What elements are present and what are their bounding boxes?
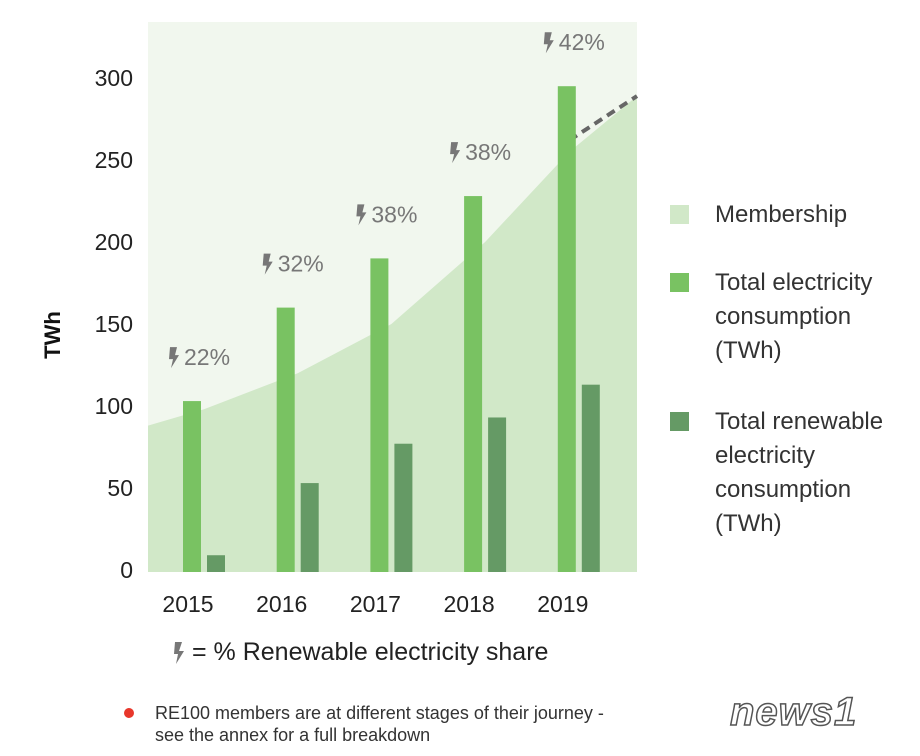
x-tick-label: 2019 xyxy=(537,591,588,617)
share-key-text: = % Renewable electricity share xyxy=(192,638,549,666)
share-label-text: 42% xyxy=(559,29,605,55)
lightning-icon xyxy=(169,347,179,369)
share-label: 22% xyxy=(169,344,230,370)
x-tick-label: 2018 xyxy=(444,591,495,617)
y-tick-label: 250 xyxy=(95,147,133,173)
legend-swatch xyxy=(670,412,689,431)
bar-renewable xyxy=(207,555,225,572)
y-tick-label: 100 xyxy=(95,393,133,419)
bullet-icon xyxy=(124,708,134,718)
share-label: 38% xyxy=(356,201,417,227)
x-tick-label: 2016 xyxy=(256,591,307,617)
y-tick-label: 50 xyxy=(107,475,133,501)
lightning-icon xyxy=(174,642,184,665)
lightning-icon xyxy=(543,32,554,54)
bar-renewable xyxy=(581,384,600,572)
lightning-icon xyxy=(450,142,461,164)
share-key: = % Renewable electricity share xyxy=(172,638,548,667)
legend-swatch xyxy=(670,273,689,292)
share-label: 32% xyxy=(262,251,324,277)
bar-renewable xyxy=(300,483,319,572)
share-label: 42% xyxy=(543,29,605,55)
share-label-text: 38% xyxy=(465,139,511,165)
legend-label: Total renewable electricity consumption … xyxy=(715,408,884,537)
y-tick-label: 300 xyxy=(95,65,133,91)
legend-membership: Membership xyxy=(670,198,915,232)
membership-projection-line xyxy=(568,94,639,142)
bar-total xyxy=(557,86,576,572)
legend-label: Membership xyxy=(715,201,848,228)
x-tick-label: 2015 xyxy=(162,591,213,617)
share-label-text: 32% xyxy=(278,251,324,277)
footnote: RE100 members are at different stages of… xyxy=(155,703,604,745)
x-tick-label: 2017 xyxy=(350,591,401,617)
lightning-icon xyxy=(262,253,273,275)
share-label-text: 22% xyxy=(184,344,230,370)
bar-renewable xyxy=(394,443,413,572)
share-label-text: 38% xyxy=(371,201,417,227)
y-tick-label: 150 xyxy=(95,311,133,337)
bar-total xyxy=(370,258,389,572)
bar-total xyxy=(464,196,483,572)
share-label: 38% xyxy=(450,139,511,165)
membership-area xyxy=(148,96,637,572)
legend-total: Total electricity consumption (TWh) xyxy=(670,266,915,368)
legend-renewable: Total renewable electricity consumption … xyxy=(670,405,890,541)
lightning-icon xyxy=(356,204,367,226)
y-axis-label: TWh xyxy=(40,311,65,359)
watermark-logo: news1 xyxy=(729,689,858,735)
legend-label: Total electricity consumption (TWh) xyxy=(715,269,873,364)
bar-total xyxy=(183,401,201,572)
y-tick-label: 200 xyxy=(95,229,133,255)
y-tick-label: 0 xyxy=(120,557,133,583)
legend-swatch xyxy=(670,205,689,224)
bar-total xyxy=(276,307,295,572)
bar-renewable xyxy=(488,417,507,572)
